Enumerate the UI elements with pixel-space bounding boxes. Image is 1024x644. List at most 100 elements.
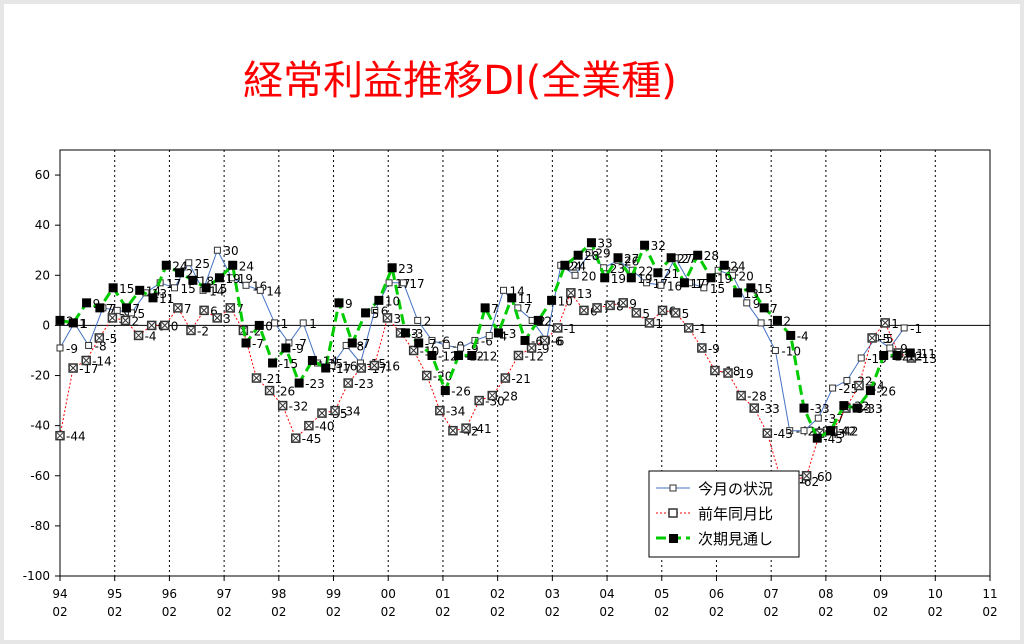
data-point-hatch xyxy=(187,327,195,334)
data-label: 24 xyxy=(239,259,254,273)
data-label: 14 xyxy=(266,284,281,298)
x-tick-label-month: 02 xyxy=(381,605,396,619)
data-label: 7 xyxy=(184,302,192,316)
data-point xyxy=(839,401,849,411)
data-point xyxy=(387,263,397,273)
data-point xyxy=(679,278,689,288)
data-label: -21 xyxy=(511,372,531,386)
data-point xyxy=(771,346,779,354)
x-axis: 94 02 95 02 96 02 97 02 98 02 99 02 00 02 01 02 02 02 03 02… xyxy=(52,576,998,619)
legend: 今月の状況 前年同月比 次期見通し xyxy=(648,470,800,558)
data-point xyxy=(414,316,422,324)
data-point xyxy=(643,279,651,287)
data-point-hatch xyxy=(161,322,169,329)
data-point xyxy=(571,271,579,279)
data-point xyxy=(657,281,665,289)
data-label: 30 xyxy=(223,244,238,258)
data-point-hatch xyxy=(357,364,365,372)
data-label: -9 xyxy=(292,342,304,356)
data-point xyxy=(228,260,238,270)
data-label: 7 xyxy=(491,302,499,316)
data-label: -42 xyxy=(837,425,857,439)
data-label: 5 xyxy=(138,307,146,321)
data-point-hatch xyxy=(462,424,470,432)
data-point-hatch xyxy=(56,432,64,440)
data-label: 9 xyxy=(753,297,761,311)
data-label: 7 xyxy=(524,302,532,316)
data-point xyxy=(214,273,224,283)
data-point xyxy=(799,403,809,413)
data-label: 23 xyxy=(398,262,413,276)
data-label: 1 xyxy=(80,317,88,331)
y-tick-label: 40 xyxy=(35,218,50,232)
x-tick-label-year: 00 xyxy=(381,587,396,601)
data-label: -40 xyxy=(315,420,335,434)
data-label: 1 xyxy=(767,317,775,331)
data-point xyxy=(857,354,865,362)
data-label: -5 xyxy=(882,332,894,346)
data-label: -13 xyxy=(917,352,937,366)
data-label: 7 xyxy=(109,302,117,316)
x-tick-label-year: 95 xyxy=(107,587,122,601)
data-point xyxy=(759,303,769,313)
x-tick-label-month: 02 xyxy=(709,605,724,619)
data-label: 1 xyxy=(281,317,289,331)
data-label: 15 xyxy=(212,282,227,296)
x-tick-label-year: 01 xyxy=(435,587,450,601)
data-point xyxy=(371,306,379,314)
x-tick-label-month: 02 xyxy=(982,605,997,619)
data-point xyxy=(900,324,908,332)
data-label: 14 xyxy=(209,284,224,298)
data-point-hatch xyxy=(109,314,116,322)
x-tick-label-month: 02 xyxy=(107,605,122,619)
data-point-hatch xyxy=(148,322,156,329)
data-label: -15 xyxy=(279,357,299,371)
data-label: -2 xyxy=(197,324,209,338)
data-point xyxy=(786,330,796,340)
data-label: 32 xyxy=(651,239,666,253)
data-point xyxy=(161,260,171,270)
data-label: -8 xyxy=(95,339,107,353)
data-point xyxy=(241,338,251,348)
data-label: 21 xyxy=(664,267,679,281)
data-point-hatch xyxy=(606,302,614,309)
data-point xyxy=(299,319,307,327)
data-point xyxy=(800,427,808,435)
x-tick-label-month: 02 xyxy=(928,605,943,619)
legend-label-yoy: 前年同月比 xyxy=(698,505,773,523)
data-point xyxy=(743,299,751,307)
data-point-hatch xyxy=(750,404,758,412)
data-label: -17 xyxy=(79,362,99,376)
data-label: -6 xyxy=(438,334,450,348)
data-label: 20 xyxy=(738,269,753,283)
data-label: 19 xyxy=(611,272,626,286)
data-label: 17 xyxy=(409,277,424,291)
data-point xyxy=(188,275,198,285)
data-label: 28 xyxy=(584,249,599,263)
data-point xyxy=(271,319,279,327)
data-label: -3 xyxy=(504,327,516,341)
grid-lines xyxy=(114,150,936,576)
data-point xyxy=(719,260,729,270)
data-label: -9 xyxy=(467,342,479,356)
data-label: -6 xyxy=(531,334,543,348)
x-tick-label-year: 06 xyxy=(709,587,724,601)
data-point-hatch xyxy=(685,324,693,332)
data-point xyxy=(148,293,158,303)
data-point-hatch xyxy=(724,369,732,377)
data-point xyxy=(56,344,64,352)
y-tick-label: 20 xyxy=(35,268,50,282)
x-tick-label-year: 03 xyxy=(545,587,560,601)
data-label: -60 xyxy=(813,470,833,484)
data-label: 25 xyxy=(195,257,210,271)
x-tick-label-year: 10 xyxy=(928,587,943,601)
plot-area xyxy=(59,149,991,577)
x-tick-label-month: 02 xyxy=(435,605,450,619)
data-label: 11 xyxy=(518,292,533,306)
data-point xyxy=(865,386,875,396)
data-label: -45 xyxy=(302,432,322,446)
data-label: 1 xyxy=(309,317,317,331)
data-label: -33 xyxy=(760,402,780,416)
